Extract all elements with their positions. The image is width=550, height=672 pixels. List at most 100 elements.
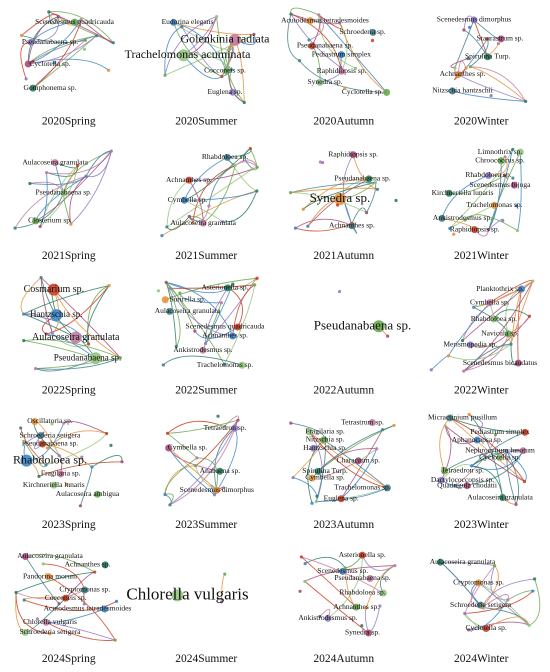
- edge: [184, 190, 257, 201]
- node-label: Synedra sp.: [345, 628, 380, 637]
- panel-caption: 2022Summer: [175, 384, 237, 396]
- node: [524, 99, 528, 103]
- node: [482, 624, 490, 632]
- node: [50, 331, 54, 335]
- node-label: Acutodesmus tetradesmoides: [44, 604, 132, 613]
- edge: [63, 150, 112, 193]
- node: [19, 426, 23, 430]
- edge: [468, 599, 509, 631]
- node: [492, 564, 497, 568]
- edge: [468, 621, 530, 631]
- edge: [290, 181, 376, 194]
- node: [514, 502, 518, 506]
- network-panel: Rhabdoloea sp. Achnanthes sp. Cymbella sp.…: [160, 146, 259, 262]
- node: [453, 66, 457, 70]
- node: [306, 17, 314, 25]
- node-label: Tetraedron sp.: [441, 466, 484, 475]
- node: [289, 421, 293, 425]
- node: [166, 307, 174, 315]
- node: [120, 460, 124, 464]
- node: [86, 342, 91, 346]
- node-label: Nitzschia hantzschii: [432, 86, 493, 95]
- panel-caption: 2021Autumn: [313, 250, 374, 262]
- node: [109, 149, 113, 153]
- node-label: Scenedesmus quadricauda: [186, 322, 266, 331]
- node: [114, 599, 119, 603]
- panel-caption: 2020Autumn: [313, 116, 374, 128]
- node: [44, 573, 52, 581]
- node: [333, 192, 346, 205]
- node: [353, 66, 358, 70]
- panel-caption: 2020Spring: [42, 116, 96, 128]
- node: [496, 41, 500, 46]
- edge: [20, 427, 47, 466]
- edge: [450, 58, 469, 69]
- node: [21, 628, 29, 636]
- node: [180, 25, 184, 29]
- node: [187, 214, 191, 218]
- node: [531, 589, 535, 593]
- edge: [517, 152, 522, 231]
- node: [484, 171, 492, 179]
- edge: [441, 479, 459, 489]
- node: [84, 174, 88, 178]
- node: [505, 449, 509, 453]
- node: [503, 155, 507, 159]
- node: [468, 25, 472, 29]
- edge: [506, 450, 517, 505]
- node-label: Scenedesmus sp.: [317, 566, 368, 575]
- edge: [227, 287, 243, 328]
- edge: [463, 29, 489, 58]
- node: [22, 339, 26, 343]
- node: [466, 56, 470, 61]
- edge: [528, 578, 541, 626]
- edge: [184, 148, 251, 201]
- edge: [464, 590, 534, 614]
- edge: [166, 281, 234, 337]
- node: [31, 59, 35, 63]
- node: [301, 207, 305, 211]
- edge: [430, 355, 449, 371]
- node-label: Cyclotella sp.: [342, 87, 383, 96]
- edge: [222, 190, 258, 223]
- node-label: Schroederia setigera: [19, 430, 81, 439]
- node: [44, 463, 48, 467]
- node: [338, 21, 342, 25]
- node: [323, 437, 327, 441]
- node: [467, 412, 471, 417]
- edge: [48, 11, 114, 43]
- edge: [192, 165, 236, 223]
- node: [27, 38, 35, 46]
- node: [436, 558, 444, 566]
- panel-caption: 2023Autumn: [313, 519, 374, 531]
- node: [14, 590, 18, 595]
- edge: [366, 182, 377, 213]
- node: [466, 628, 471, 632]
- node: [104, 431, 109, 436]
- node: [308, 42, 316, 50]
- node-label: Aulacoseira granulata: [170, 218, 236, 227]
- edge: [463, 333, 509, 372]
- edge: [309, 431, 323, 502]
- edge: [194, 326, 238, 339]
- node: [62, 594, 70, 602]
- node: [383, 484, 391, 492]
- node: [170, 18, 178, 26]
- network-panel: Chlorella vulgaris 2024Summer: [126, 572, 249, 665]
- node-label: Tetrastrum sp.: [341, 417, 384, 426]
- edge: [173, 22, 223, 77]
- edge: [290, 187, 378, 194]
- node: [118, 356, 122, 360]
- node: [163, 492, 167, 497]
- edge: [506, 450, 519, 505]
- node: [438, 214, 446, 222]
- node: [32, 217, 40, 225]
- node: [80, 455, 84, 459]
- node-label: Limnothrix sp.: [478, 147, 523, 156]
- node: [81, 586, 89, 594]
- edge: [165, 282, 181, 347]
- node: [93, 490, 101, 498]
- node-label: Synedra sp.: [308, 77, 343, 86]
- node-label: Achnanthes sp.: [440, 69, 486, 78]
